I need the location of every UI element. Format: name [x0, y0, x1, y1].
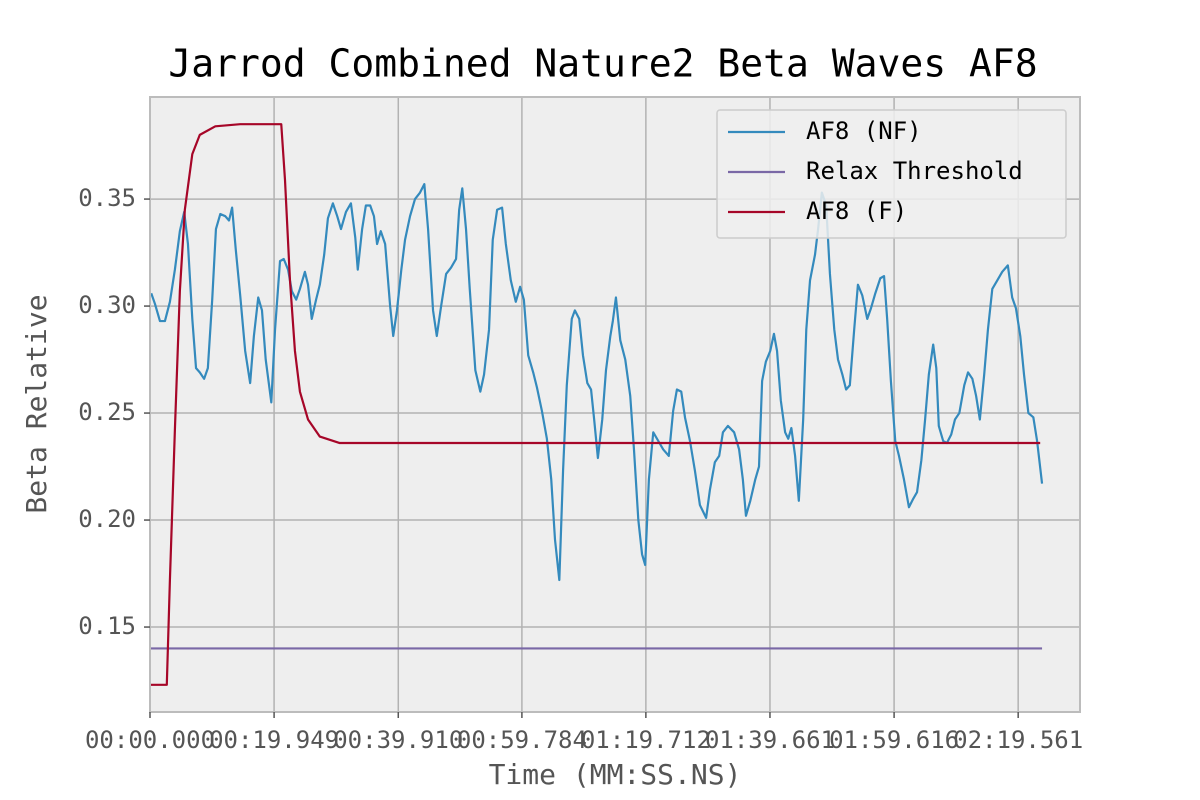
series-line — [150, 123, 1041, 686]
legend: AF8 (NF) Relax Threshold AF8 (F) — [716, 109, 1067, 239]
y-tick-label: 0.20 — [78, 505, 136, 533]
x-tick-label: 01:19.712 — [581, 726, 711, 754]
y-axis-label: Beta Relative — [20, 294, 53, 513]
legend-label: AF8 (F) — [806, 197, 907, 225]
legend-label: AF8 (NF) — [806, 117, 922, 145]
x-tick-label: 00:00.000 — [85, 726, 215, 754]
ticks: 00:00.00000:19.94900:39.91000:59.78401:1… — [78, 184, 1083, 754]
y-tick-label: 0.30 — [78, 291, 136, 319]
x-tick-label: 00:59.784 — [457, 726, 587, 754]
plot-frame — [149, 96, 1081, 713]
lines — [150, 123, 1044, 686]
legend-box — [716, 109, 1067, 239]
x-tick-label: 01:59.616 — [829, 726, 959, 754]
x-axis-label: Time (MM:SS.NS) — [489, 758, 742, 791]
x-tick-label: 02:19.561 — [953, 726, 1083, 754]
x-tick-label: 00:19.949 — [209, 726, 339, 754]
y-tick-label: 0.25 — [78, 398, 136, 426]
y-tick-label: 0.35 — [78, 184, 136, 212]
chart-title: Jarrod Combined Nature2 Beta Waves AF8 — [168, 42, 1037, 86]
y-tick-label: 0.15 — [78, 612, 136, 640]
legend-label: Relax Threshold — [806, 157, 1023, 185]
x-tick-label: 01:39.661 — [705, 726, 835, 754]
series-line — [150, 182, 1044, 582]
x-tick-label: 00:39.910 — [333, 726, 463, 754]
